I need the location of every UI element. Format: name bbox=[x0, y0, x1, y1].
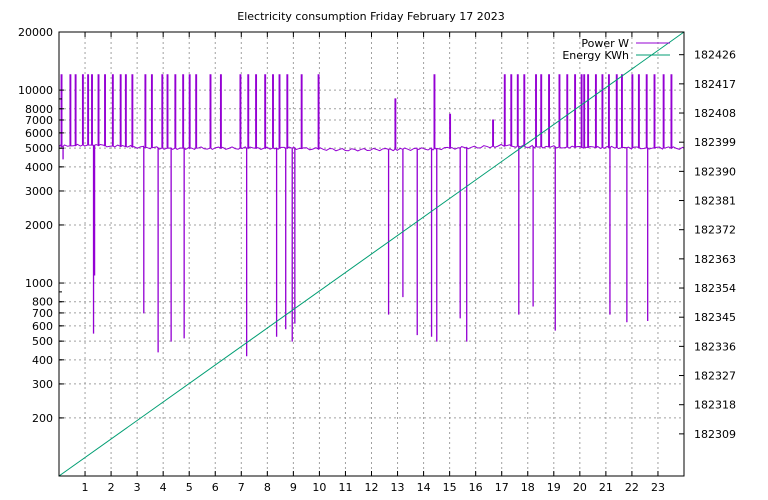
y-left-tick-label: 6000 bbox=[25, 127, 53, 140]
y-right-tick-label: 182408 bbox=[694, 107, 736, 120]
x-tick-label: 20 bbox=[573, 481, 587, 494]
legend-label-energy: Energy KWh bbox=[562, 49, 629, 62]
x-tick-label: 18 bbox=[521, 481, 535, 494]
y-right-tick-label: 182354 bbox=[694, 282, 736, 295]
y-left-tick-label: 200 bbox=[32, 412, 53, 425]
y-left-tick-label: 500 bbox=[32, 335, 53, 348]
x-tick-label: 21 bbox=[599, 481, 613, 494]
y-left-tick-label: 300 bbox=[32, 378, 53, 391]
x-tick-label: 2 bbox=[108, 481, 115, 494]
y-right-tick-label: 182345 bbox=[694, 311, 736, 324]
x-tick-label: 14 bbox=[417, 481, 431, 494]
x-tick-label: 6 bbox=[212, 481, 219, 494]
y-left-tick-label: 5000 bbox=[25, 142, 53, 155]
y-left-tick-label: 3000 bbox=[25, 185, 53, 198]
y-right-tick-label: 182327 bbox=[694, 370, 736, 383]
chart-title: Electricity consumption Friday February … bbox=[237, 10, 504, 23]
legend-label-power: Power W bbox=[581, 37, 629, 50]
y-right-tick-label: 182336 bbox=[694, 340, 736, 353]
y-right-tick-label: 182381 bbox=[694, 195, 736, 208]
y-left-tick-label: 800 bbox=[32, 296, 53, 309]
x-tick-label: 15 bbox=[443, 481, 457, 494]
y-right-tick-label: 182417 bbox=[694, 78, 736, 91]
legend: Power W Energy KWh bbox=[562, 37, 670, 62]
grid-layer bbox=[59, 32, 684, 476]
y-left-tick-label: 700 bbox=[32, 307, 53, 320]
y-left-tick-label: 400 bbox=[32, 354, 53, 367]
y-right-tick-label: 182399 bbox=[694, 136, 736, 149]
y-left-tick-label: 7000 bbox=[25, 114, 53, 127]
y-left-tick-label: 20000 bbox=[18, 26, 53, 39]
y-left-tick-label: 600 bbox=[32, 320, 53, 333]
series-line-power bbox=[58, 74, 685, 357]
series-line-energy bbox=[58, 31, 685, 477]
x-tick-label: 22 bbox=[625, 481, 639, 494]
x-tick-label: 17 bbox=[495, 481, 509, 494]
y-right-tick-label: 182390 bbox=[694, 165, 736, 178]
y-left-tick-label: 8000 bbox=[25, 103, 53, 116]
y-left-tick-label: 2000 bbox=[25, 219, 53, 232]
x-tick-label: 5 bbox=[186, 481, 193, 494]
axis-layer: 1 2 3 4 5 6 7 8 9 10 11 12 13 14 15 16 17 18 19 20 21 22 23200… bbox=[18, 26, 736, 494]
y-right-tick-label: 182309 bbox=[694, 428, 736, 441]
y-right-tick-label: 182426 bbox=[694, 49, 736, 62]
y-left-tick-label: 10000 bbox=[18, 84, 53, 97]
y-right-tick-label: 182318 bbox=[694, 399, 736, 412]
x-tick-label: 10 bbox=[312, 481, 326, 494]
y-right-tick-label: 182363 bbox=[694, 253, 736, 266]
y-left-tick-label: 4000 bbox=[25, 161, 53, 174]
x-tick-label: 11 bbox=[338, 481, 352, 494]
x-tick-label: 4 bbox=[160, 481, 167, 494]
x-tick-label: 9 bbox=[290, 481, 297, 494]
x-tick-label: 13 bbox=[391, 481, 405, 494]
x-tick-label: 12 bbox=[365, 481, 379, 494]
x-tick-label: 1 bbox=[82, 481, 89, 494]
x-tick-label: 16 bbox=[469, 481, 483, 494]
x-tick-label: 8 bbox=[264, 481, 271, 494]
series-layer bbox=[58, 31, 685, 477]
y-left-tick-label: 1000 bbox=[25, 277, 53, 290]
x-tick-label: 19 bbox=[547, 481, 561, 494]
x-tick-label: 7 bbox=[238, 481, 245, 494]
x-tick-label: 23 bbox=[651, 481, 665, 494]
y-right-tick-label: 182372 bbox=[694, 224, 736, 237]
x-tick-label: 3 bbox=[134, 481, 141, 494]
